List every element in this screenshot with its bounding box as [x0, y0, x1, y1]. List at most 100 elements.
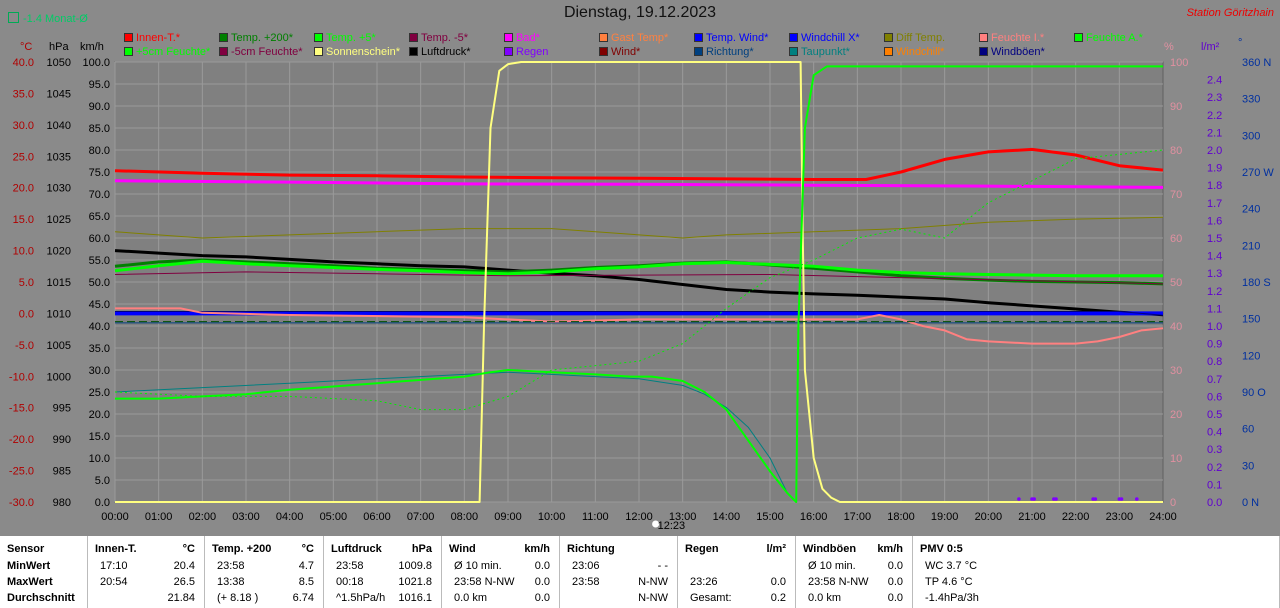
temp-tick-label: 25.0 [13, 151, 34, 163]
legend-item[interactable]: Diff Temp. [884, 32, 945, 44]
legend-item[interactable]: Windchill X* [789, 32, 860, 44]
legend-item[interactable]: Temp. Wind* [694, 32, 768, 44]
stats-cell: 23:06 [572, 560, 600, 572]
legend-swatch-icon [694, 33, 703, 42]
kmh-tick-label: 100.0 [82, 57, 110, 69]
kmh-tick-label: 75.0 [89, 167, 110, 179]
legend-label: Luftdruck* [421, 46, 471, 58]
regen-point [1135, 497, 1139, 501]
stats-header: Sensor [7, 543, 45, 555]
legend-item[interactable]: Taupunkt* [789, 46, 850, 58]
monat-indicator[interactable]: -1.4 Monat-Ø [8, 12, 88, 25]
monat-checkbox-icon[interactable] [8, 12, 19, 23]
stats-cell: ^1.5hPa/h [336, 592, 386, 604]
legend-item[interactable]: Windchill* [884, 46, 944, 58]
legend-label: Richtung* [706, 46, 754, 58]
legend-label: Bad* [516, 32, 540, 44]
stats-cell: 23:58 [217, 560, 245, 572]
stats-value: 0.0 [534, 560, 550, 572]
dir-tick-label: 360 N [1242, 57, 1271, 69]
stats-unit: km/h [524, 543, 550, 555]
time-tick-label: 19:00 [931, 511, 959, 523]
series-line [114, 371, 797, 503]
legend-item[interactable]: Feuchte A.* [1074, 32, 1143, 44]
rain-tick-label: 1.8 [1207, 180, 1222, 192]
rain-tick-label: 0.7 [1207, 374, 1222, 386]
legend-item[interactable]: Wind* [599, 46, 640, 58]
legend-item[interactable]: Windböen* [979, 46, 1045, 58]
hpa-tick-label: 1020 [47, 246, 71, 258]
temp-tick-label: -25.0 [9, 466, 34, 478]
stats-section: Sensor MinWert MaxWert Durchschnitt [0, 536, 88, 608]
legend-swatch-icon [599, 47, 608, 56]
stats-value: 1016.1 [398, 592, 432, 604]
pct-tick-label: 50 [1170, 277, 1182, 289]
stats-cell: 0.0 km [454, 592, 488, 604]
stats-unit: °C [301, 543, 314, 555]
legend-item[interactable]: Innen-T.* [124, 32, 180, 44]
stats-cell: 20:54 [100, 576, 128, 588]
legend-label: Taupunkt* [801, 46, 850, 58]
stats-header: Windböen [803, 543, 857, 555]
stats-unit: l/m² [766, 543, 786, 555]
legend-item[interactable]: Regen [504, 46, 548, 58]
rain-tick-label: 0.4 [1207, 427, 1222, 439]
stats-value: 0.0 [887, 576, 903, 588]
kmh-tick-label: 65.0 [89, 211, 110, 223]
rain-unit-label: l/m² [1201, 41, 1220, 53]
legend-item[interactable]: +5cm Feuchte* [124, 46, 210, 58]
legend-item[interactable]: Luftdruck* [409, 46, 471, 58]
kmh-tick-label: 15.0 [89, 431, 110, 443]
hpa-tick-label: 1015 [47, 277, 71, 289]
rain-tick-label: 1.2 [1207, 286, 1222, 298]
legend-item[interactable]: Richtung* [694, 46, 754, 58]
legend-swatch-icon [504, 47, 513, 56]
legend-item[interactable]: Feuchte I.* [979, 32, 1044, 44]
legend-swatch-icon [789, 47, 798, 56]
legend-swatch-icon [409, 33, 418, 42]
dir-tick-label: 270 W [1242, 167, 1274, 179]
legend-label: Innen-T.* [136, 32, 181, 44]
temp-tick-label: 40.0 [13, 57, 34, 69]
legend-item[interactable]: Temp. -5* [409, 32, 468, 44]
legend-label: Windchill X* [801, 32, 860, 44]
legend-item[interactable]: Sonnenschein* [314, 46, 400, 58]
series-line [115, 307, 1164, 345]
hpa-unit-label: hPa [49, 41, 69, 53]
legend-label: Diff Temp. [896, 32, 946, 44]
hpa-tick-label: 1010 [47, 308, 71, 320]
legend-item[interactable]: Temp. +200* [219, 32, 293, 44]
stats-section: PMV 0:5 WC 3.7 °C TP 4.6 °C -1.4hPa/3h [913, 536, 1280, 608]
legend-item[interactable]: Bad* [504, 32, 540, 44]
legend-item[interactable]: Gast Temp* [599, 32, 668, 44]
legend-item[interactable]: -5cm Feuchte* [219, 46, 303, 58]
rain-tick-label: 1.5 [1207, 233, 1222, 245]
regen-point [1032, 497, 1036, 501]
dir-tick-label: 330 [1242, 94, 1260, 106]
dir-tick-label: 150 [1242, 314, 1260, 326]
kmh-tick-label: 45.0 [89, 299, 110, 311]
stats-value: 0.0 [534, 592, 550, 604]
series-line [115, 65, 1163, 503]
legend-item[interactable]: Temp. +5* [314, 32, 376, 44]
legend-label: Temp. +200* [231, 32, 294, 44]
legend-swatch-icon [504, 33, 513, 42]
kmh-tick-label: 30.0 [89, 365, 110, 377]
legend-label: -5cm Feuchte* [231, 46, 303, 58]
stats-row-label: Durchschnitt [7, 592, 75, 604]
time-tick-label: 21:00 [1018, 511, 1046, 523]
time-tick-label: 13:00 [669, 511, 697, 523]
rain-tick-label: 1.6 [1207, 215, 1222, 227]
stats-cell: Ø 10 min. [808, 560, 856, 572]
legend-label: +5cm Feuchte* [136, 46, 211, 58]
kmh-tick-label: 0.0 [95, 497, 110, 509]
series-line [115, 61, 1163, 503]
dir-tick-label: 30 [1242, 460, 1254, 472]
temp-tick-label: -30.0 [9, 497, 34, 509]
legend-swatch-icon [314, 33, 323, 42]
stats-header: Temp. +200 [212, 543, 272, 555]
stats-cell: 23:58 N-NW [454, 576, 515, 588]
kmh-tick-label: 70.0 [89, 189, 110, 201]
sun-marker-label: 12:23 [658, 520, 686, 532]
legend-label: Temp. -5* [421, 32, 469, 44]
